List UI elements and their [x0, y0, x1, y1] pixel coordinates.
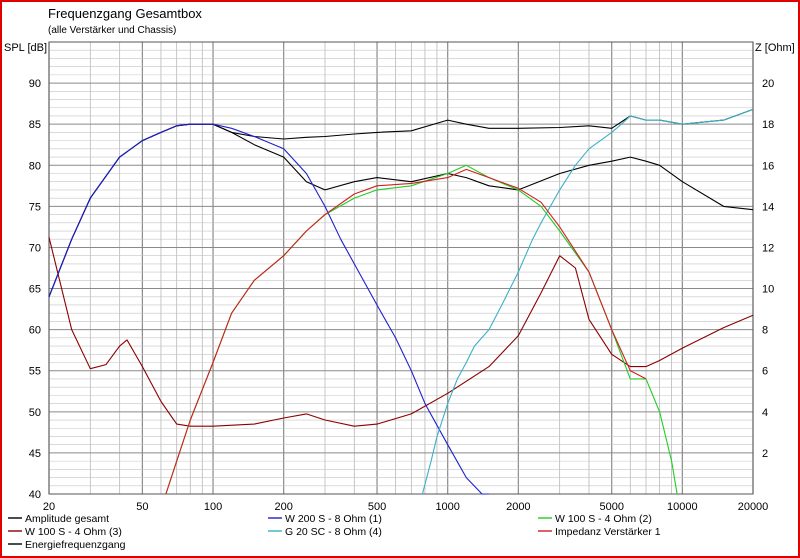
- chart-title: Frequenzgang Gesamtbox: [48, 6, 202, 21]
- y-left-tick-label: 45: [29, 448, 41, 460]
- plot-area: [48, 41, 754, 495]
- y-right-tick-label: 16: [762, 160, 774, 172]
- y-left-tick-label: 60: [29, 325, 41, 337]
- plot-border: [48, 41, 754, 495]
- y-left-tick-label: 75: [29, 201, 41, 213]
- chart-subtitle: (alle Verstärker und Chassis): [48, 25, 176, 36]
- legend-entry-label: G 20 SC - 8 Ohm (4): [285, 526, 382, 538]
- y-left-tick-label: 70: [29, 242, 41, 254]
- series-line-3: [48, 123, 754, 298]
- series-line-1: [48, 108, 754, 298]
- y-axis-left-label: SPL [dB]: [4, 42, 47, 54]
- y-left-tick-label: 90: [29, 78, 41, 90]
- x-tick-label: 50: [136, 501, 148, 513]
- series-layer: [48, 108, 754, 495]
- y-right-tick-label: 12: [762, 242, 774, 254]
- y-right-tick-label: 14: [762, 201, 774, 213]
- series-line-7: [165, 168, 647, 495]
- legend-entry-label: W 200 S - 8 Ohm (1): [285, 513, 382, 525]
- series-line-4: [48, 123, 489, 495]
- y-axis-right-label: Z [Ohm]: [755, 42, 795, 54]
- series-line-5: [421, 108, 754, 495]
- y-right-tick-label: 4: [762, 407, 768, 419]
- y-left-tick-label: 55: [29, 366, 41, 378]
- legend-entry-label: W 100 S - 4 Ohm (2): [555, 513, 652, 525]
- y-right-tick-label: 18: [762, 119, 774, 131]
- x-tick-label: 100: [204, 501, 222, 513]
- legend-entry-label: W 100 S - 4 Ohm (3): [25, 526, 122, 538]
- y-right-tick-label: 10: [762, 284, 774, 296]
- y-left-tick-label: 40: [29, 489, 41, 501]
- y-right-tick-label: 20: [762, 78, 774, 90]
- legend: Amplitude gesamt W 200 S - 8 Ohm (1) W 100…: [8, 513, 661, 551]
- y-left-tick-labels: 40 45 50 55 60 65 70 75 80 85 90: [29, 78, 41, 501]
- legend-entry-label: Amplitude gesamt: [25, 513, 109, 525]
- x-tick-label: 2000: [506, 501, 530, 513]
- y-right-tick-label: 2: [762, 448, 768, 460]
- x-tick-label: 5000: [599, 501, 623, 513]
- y-right-tick-label: 8: [762, 325, 768, 337]
- y-left-tick-label: 50: [29, 407, 41, 419]
- x-tick-label: 500: [368, 501, 386, 513]
- x-tick-label: 10000: [667, 501, 698, 513]
- x-tick-label: 1000: [435, 501, 459, 513]
- x-tick-label: 20000: [738, 501, 769, 513]
- x-tick-label: 200: [274, 501, 292, 513]
- y-right-tick-labels: 2 4 6 8 10 12 14 16 18 20: [762, 78, 774, 460]
- series-line-2: [48, 237, 754, 427]
- y-left-tick-label: 65: [29, 284, 41, 296]
- x-tick-label: 20: [43, 501, 55, 513]
- y-right-tick-label: 6: [762, 366, 768, 378]
- x-tick-labels: 20 50 100 200 500 1000 2000 5000 10000 20000: [43, 501, 768, 513]
- legend-entry-label: Impedanz Verstärker 1: [555, 526, 661, 538]
- grid: [48, 41, 754, 495]
- y-left-tick-label: 85: [29, 119, 41, 131]
- y-left-tick-label: 80: [29, 160, 41, 172]
- legend-entry-label: Energiefrequenzgang: [25, 539, 126, 551]
